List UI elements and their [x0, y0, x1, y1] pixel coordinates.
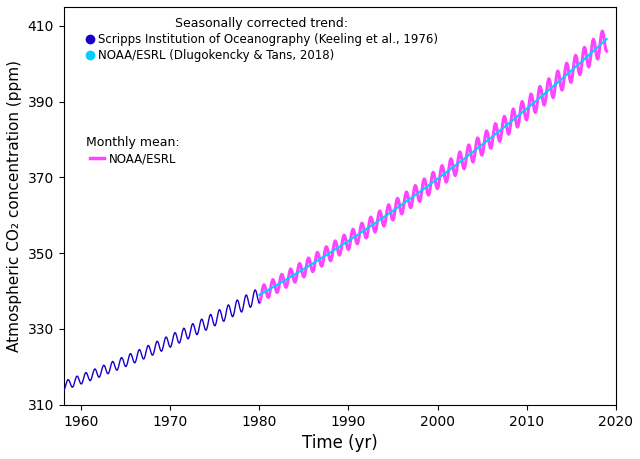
- X-axis label: Time (yr): Time (yr): [301, 434, 378, 452]
- Legend: NOAA/ESRL: NOAA/ESRL: [86, 136, 180, 165]
- Y-axis label: Atmospheric CO₂ concentration (ppm): Atmospheric CO₂ concentration (ppm): [7, 60, 22, 352]
